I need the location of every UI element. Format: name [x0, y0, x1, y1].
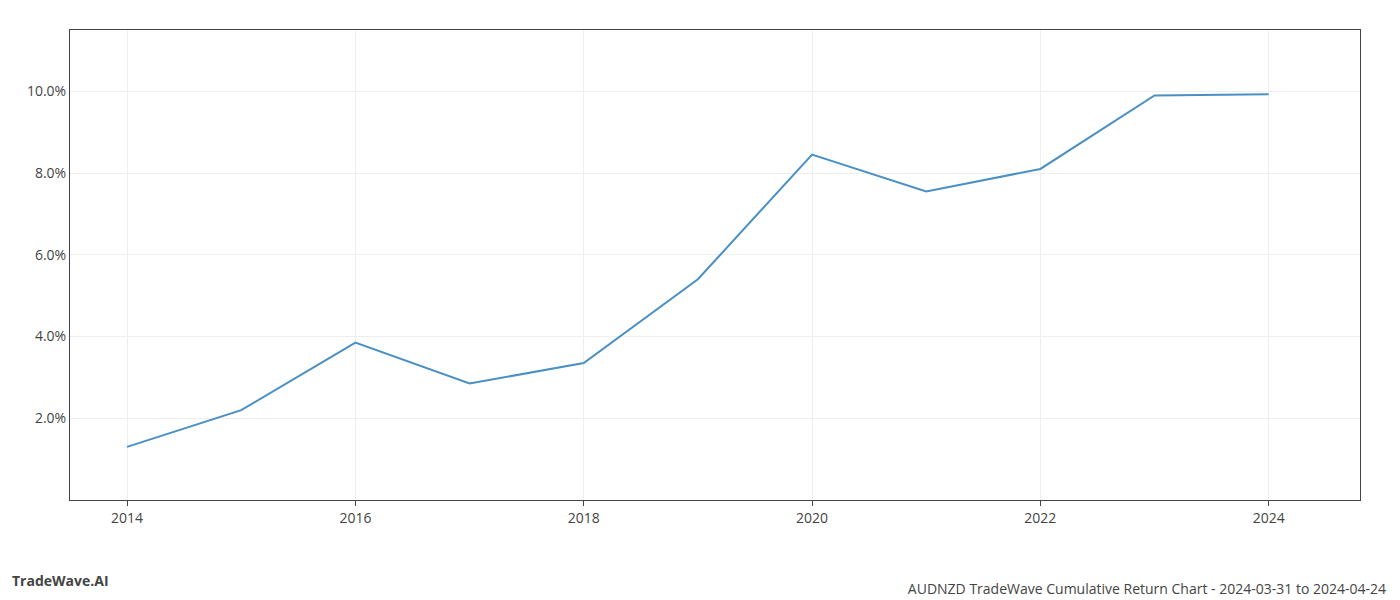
svg-text:10.0%: 10.0%: [27, 81, 66, 100]
svg-text:2016: 2016: [339, 508, 371, 527]
svg-text:2022: 2022: [1024, 508, 1056, 527]
svg-text:6.0%: 6.0%: [35, 245, 66, 264]
svg-text:AUDNZD TradeWave Cumulative Re: AUDNZD TradeWave Cumulative Return Chart…: [908, 579, 1386, 598]
svg-text:8.0%: 8.0%: [35, 163, 66, 182]
svg-text:2014: 2014: [111, 508, 143, 527]
svg-text:TradeWave.AI: TradeWave.AI: [12, 571, 109, 590]
svg-text:2024: 2024: [1253, 508, 1285, 527]
svg-text:4.0%: 4.0%: [35, 326, 66, 345]
svg-text:2018: 2018: [568, 508, 600, 527]
svg-text:2020: 2020: [796, 508, 828, 527]
svg-text:2.0%: 2.0%: [35, 408, 66, 427]
